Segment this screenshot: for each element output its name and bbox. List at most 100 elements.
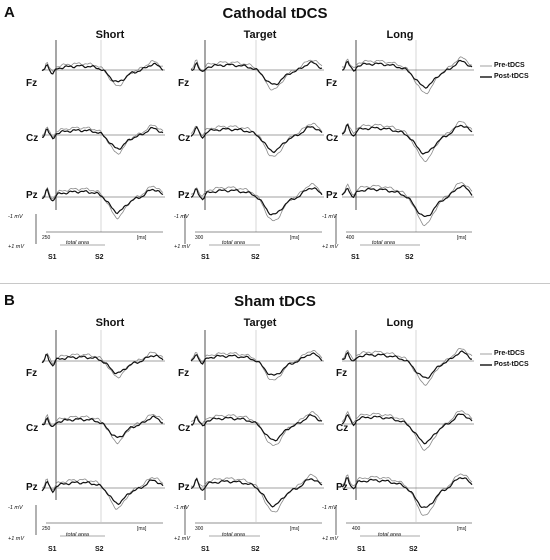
- panel-a-c1-pre-trace-0: [41, 59, 163, 87]
- panel-b-letter: B: [4, 292, 15, 309]
- panel-a-c1-pre-trace-1: [41, 124, 164, 155]
- panel-a-legend-pre: Pre-tDCS: [494, 62, 525, 69]
- panel-b-c2-neg: -1 mV: [174, 505, 189, 511]
- panel-a-letter: A: [4, 4, 15, 21]
- panel-b-c3-pre-trace-0: [341, 347, 473, 386]
- panel-a-c2-pre-trace-0: [190, 59, 323, 91]
- panel-b-c2-unit: [ms]: [290, 526, 300, 532]
- panel-a-c1-s1: S1: [48, 254, 57, 261]
- panel-b-c3-fz: Fz: [336, 368, 348, 379]
- panel-b-c2-post-trace-1: [190, 414, 323, 442]
- panel-a-c3-cz: Cz: [326, 133, 339, 144]
- panel-b-c1-pos: +1 mV: [8, 536, 25, 542]
- panel-a-c3-post-trace-1: [341, 123, 473, 155]
- panel-a-c2-neg: -1 mV: [174, 214, 189, 220]
- panel-a-title: Cathodal tDCS: [222, 5, 328, 22]
- panel-a-c1-neg: -1 mV: [8, 214, 23, 220]
- panel-a-c3-unit: [ms]: [457, 235, 467, 241]
- panel-b-c2-fz: Fz: [178, 368, 190, 379]
- panel-a-c2-cz: Cz: [178, 133, 191, 144]
- panel-a-c2-post-trace-0: [190, 61, 323, 86]
- panel-a-c2-pre-trace-1: [190, 122, 323, 157]
- panel-b-col-target: Target: [243, 317, 277, 329]
- panel-b-c1-pz: Pz: [26, 482, 38, 493]
- panel-b-c3-pz: Pz: [336, 482, 348, 493]
- panel-a-c3-pre-trace-1: [341, 120, 473, 163]
- panel-a-c3-post-trace-0: [341, 59, 473, 89]
- panel-a-c2-pz: Pz: [178, 190, 190, 201]
- panel-b-c1-neg: -1 mV: [8, 505, 23, 511]
- panel-b-c3-s1: S1: [357, 546, 366, 553]
- panel-a-c1-s2: S2: [95, 254, 104, 261]
- panel-b-c3-cz: Cz: [336, 423, 349, 434]
- panel-a-c1-post-trace-0: [41, 62, 164, 83]
- panel-a-c3-pz: Pz: [326, 190, 338, 201]
- panel-b-legend-post: Post-tDCS: [494, 361, 529, 368]
- panel-b-c1-pre-trace-2: [41, 477, 164, 510]
- panel-b-legend-pre: Pre-tDCS: [494, 350, 525, 357]
- panel-b-c3-post-trace-1: [341, 413, 473, 445]
- panel-a-c1-unit: [ms]: [137, 235, 147, 241]
- panel-b-c1-cz: Cz: [26, 423, 39, 434]
- panel-b-c2-pos: +1 mV: [174, 536, 191, 542]
- panel-a-c3-s1: S1: [351, 254, 360, 261]
- panel-a-c2-area: total area: [222, 240, 245, 246]
- panel-b-c1-s2: S2: [95, 546, 104, 553]
- panel-b-c1-pre-trace-1: [41, 413, 164, 445]
- panel-b-c3-neg: -1 mV: [322, 505, 337, 511]
- panel-a-c2-post-trace-1: [190, 125, 323, 154]
- panel-b-c1-post-trace-0: [41, 353, 164, 375]
- panel-b-c2-pre-trace-2: [190, 473, 323, 513]
- panel-b-c3-area: total area: [378, 532, 401, 538]
- panel-b-c1-scale: 250: [42, 526, 51, 532]
- panel-b-c2-s1: S1: [201, 546, 210, 553]
- panel-b-col-short: Short: [95, 317, 125, 329]
- panel-divider: [0, 283, 550, 284]
- panel-a-c3-neg: -1 mV: [322, 214, 337, 220]
- panel-b-c3-pre-trace-2: [341, 473, 473, 516]
- panel-a-c1-cz: Cz: [26, 133, 39, 144]
- panel-b-c1-pre-trace-0: [41, 351, 164, 379]
- panel-a-c2-post-trace-2: [190, 187, 323, 216]
- panel-a-c1-fz: Fz: [26, 78, 38, 89]
- panel-b-c2-pre-trace-1: [190, 411, 323, 446]
- panel-b-c2-cz: Cz: [178, 423, 191, 434]
- panel-a-c1-pos: +1 mV: [8, 244, 25, 250]
- panel-b-c2-pre-trace-0: [190, 349, 323, 381]
- panel-b-c2-post-trace-2: [190, 477, 323, 508]
- panel-a-c3-pre-trace-0: [341, 56, 473, 95]
- panel-b-c3-pre-trace-1: [341, 410, 473, 451]
- panel-b-c3-scale: 400: [352, 526, 361, 532]
- panel-a-c3-pre-trace-2: [341, 182, 473, 227]
- panel-b-title: Sham tDCS: [234, 293, 316, 310]
- panel-a-c2-scale: 300: [195, 235, 204, 241]
- panel-a-c2-fz: Fz: [178, 78, 190, 89]
- panel-b-c2-scale: 300: [195, 526, 204, 532]
- panel-a-col-long: Long: [386, 29, 414, 41]
- panel-a-c3-post-trace-2: [341, 184, 473, 218]
- panel-b-c1-post-trace-2: [41, 479, 164, 506]
- panel-a-c1-pre-trace-2: [41, 185, 164, 220]
- panel-a-c3-scale: 400: [346, 235, 355, 241]
- panel-a-c2-s2: S2: [251, 254, 260, 261]
- panel-a-c2-pos: +1 mV: [174, 244, 191, 250]
- panel-a-c1-pz: Pz: [26, 190, 38, 201]
- panel-b-c2-area: total area: [222, 532, 245, 538]
- panel-b-c3-unit: [ms]: [457, 526, 467, 532]
- panel-b-c3-post-trace-2: [341, 477, 473, 509]
- panel-b-c1-unit: [ms]: [137, 526, 147, 532]
- panel-a-c2-unit: [ms]: [290, 235, 300, 241]
- panel-a-c3-fz: Fz: [326, 78, 338, 89]
- panel-b-c1-fz: Fz: [26, 368, 38, 379]
- panel-a-c1-area: total area: [66, 240, 89, 246]
- panel-b-c1-s1: S1: [48, 546, 57, 553]
- panel-a-c1-post-trace-1: [41, 126, 164, 150]
- panel-b-c3-s2: S2: [409, 546, 418, 553]
- panel-a-c1-scale: 250: [42, 235, 51, 241]
- panel-a-c2-pre-trace-2: [190, 182, 323, 222]
- panel-b-c3-post-trace-0: [341, 350, 472, 379]
- panel-a-c3-s2: S2: [405, 254, 414, 261]
- panel-a-c3-pos: +1 mV: [322, 244, 339, 250]
- panel-a-col-target: Target: [243, 29, 277, 41]
